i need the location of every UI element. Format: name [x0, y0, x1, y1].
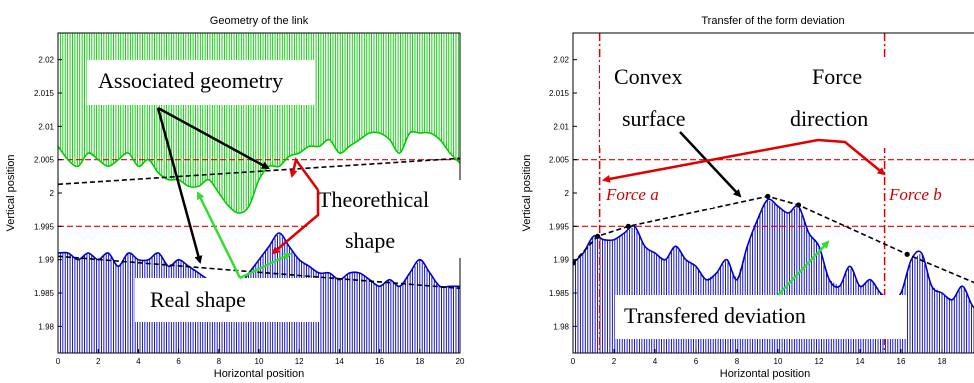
x-ticks: 0 2 4 6 8 10 12 14 16 18 20: [56, 349, 465, 366]
y-tick-label: 2.015: [34, 89, 55, 98]
x-tick-label: 2: [612, 357, 617, 366]
chart-title: Transfer of the form deviation: [701, 15, 844, 27]
x-tick-label: 18: [938, 357, 947, 366]
force-a-label: Force a: [605, 185, 659, 204]
arrow-theoretical-upper: [289, 157, 320, 191]
x-tick-label: 0: [571, 357, 576, 366]
arrow-theoretical-lower: [271, 190, 320, 255]
y-tick-label: 2.01: [553, 122, 569, 131]
y-tick-label: 1.98: [38, 322, 54, 331]
lower-surface-profile: [58, 232, 460, 289]
y-tick-label: 2.01: [38, 122, 54, 131]
y-tick-label: 2: [565, 189, 570, 198]
theoretical-shape-box: [308, 180, 473, 258]
x-tick-label: 4: [653, 357, 658, 366]
associated-geometry-box: [87, 60, 315, 105]
force-direction-label-line1: Force: [812, 64, 862, 89]
x-tick-label: 8: [735, 357, 740, 366]
y-tick-label: 1.995: [549, 222, 570, 231]
x-tick-label: 10: [774, 357, 783, 366]
y-tick-label: 2.02: [38, 56, 54, 65]
upper-surface-profile: [58, 130, 460, 214]
arrow-transfered-deviation: [777, 240, 830, 296]
x-tick-label: 12: [815, 357, 824, 366]
arrow-real-to-upper: [196, 191, 242, 279]
y-tick-label: 1.985: [549, 289, 570, 298]
x-tick-label: 16: [897, 357, 906, 366]
y-axis-label: Vertical position: [521, 154, 533, 231]
force-direction-label-line2: direction: [790, 106, 868, 131]
associated-geometry-line: [573, 195, 974, 284]
contact-point: [573, 260, 576, 266]
y-axis-label: Vertical position: [5, 154, 17, 231]
y-ticks: 1.98 1.985 1.99 1.995 2 2.005 2.01 2.015 2.02: [34, 56, 62, 331]
associated-geometry-label: Associated geometry: [98, 68, 283, 93]
associated-geometry-line: [58, 157, 460, 186]
y-tick-label: 1.99: [553, 256, 569, 265]
y-tick-label: 2.02: [553, 56, 569, 65]
contact-point: [904, 251, 910, 257]
arrow-convex-surface: [679, 131, 742, 198]
x-tick-label: 16: [375, 357, 384, 366]
force-b-box: [886, 178, 974, 208]
transfered-deviation-label: Transfered deviation: [624, 303, 806, 328]
transfered-deviation-box: [615, 295, 907, 339]
x-tick-label: 6: [176, 357, 181, 366]
chart-title: Geometry of the link: [210, 15, 309, 27]
x-tick-label: 8: [217, 357, 222, 366]
force-b-label: Force b: [888, 185, 942, 204]
x-axis-label: Horizontal position: [720, 368, 811, 380]
arrow-real-to-lower: [239, 252, 292, 280]
associated-geometry-line: [58, 255, 460, 290]
x-axis-label: Horizontal position: [214, 368, 305, 380]
force-direction-box: [773, 58, 918, 148]
x-tick-label: 2: [96, 357, 101, 366]
y-tick-label: 1.99: [38, 256, 54, 265]
arrow-associated-to-lower: [156, 107, 203, 264]
x-tick-label: 20: [456, 357, 465, 366]
force-a-box: [603, 178, 713, 208]
x-tick-label: 12: [295, 357, 304, 366]
x-tick-label: 4: [136, 357, 141, 366]
real-shape-box: [135, 278, 320, 322]
convex-surface-label-line1: Convex: [614, 64, 682, 89]
y-tick-label: 1.985: [34, 289, 55, 298]
contact-point: [595, 233, 601, 239]
y-tick-label: 1.98: [553, 322, 569, 331]
theoretical-shape-label-line2: shape: [345, 228, 395, 253]
x-tick-label: 18: [415, 357, 424, 366]
theoretical-shape-label-line1: Theorethical: [318, 187, 429, 212]
chart-left: Geometry of the link 0 2 4 6 8 10 12 14 16 18 20 1…: [5, 15, 473, 380]
chart-right: Transfer of the form deviation 0 2 4 6 8 10 12…: [521, 15, 974, 380]
x-tick-label: 14: [856, 357, 865, 366]
y-ticks: 1.98 1.985 1.99 1.995 2 2.005 2.01 2.015 2.02: [549, 56, 577, 331]
convex-surface-label-line2: surface: [622, 106, 686, 131]
y-tick-label: 2.015: [549, 89, 570, 98]
arrow-associated-to-upper: [157, 106, 270, 170]
x-tick-label: 10: [255, 357, 264, 366]
lower-surface-hatching: [573, 200, 974, 353]
y-tick-label: 2: [50, 189, 55, 198]
y-tick-label: 2.005: [549, 156, 570, 165]
x-tick-label: 6: [694, 357, 699, 366]
real-shape-label: Real shape: [150, 287, 246, 312]
contact-point: [795, 202, 802, 208]
x-tick-label: 0: [56, 357, 61, 366]
arrow-force-to-b: [817, 138, 886, 176]
y-tick-label: 2.005: [34, 156, 55, 165]
lower-surface-profile: [573, 198, 974, 309]
y-tick-label: 1.995: [34, 222, 55, 231]
x-tick-label: 14: [335, 357, 344, 366]
arrow-force-to-a: [602, 138, 819, 183]
contact-point: [625, 223, 631, 229]
contact-point: [765, 193, 771, 199]
plot-area: [573, 33, 974, 353]
convex-surface-box: [600, 58, 715, 148]
